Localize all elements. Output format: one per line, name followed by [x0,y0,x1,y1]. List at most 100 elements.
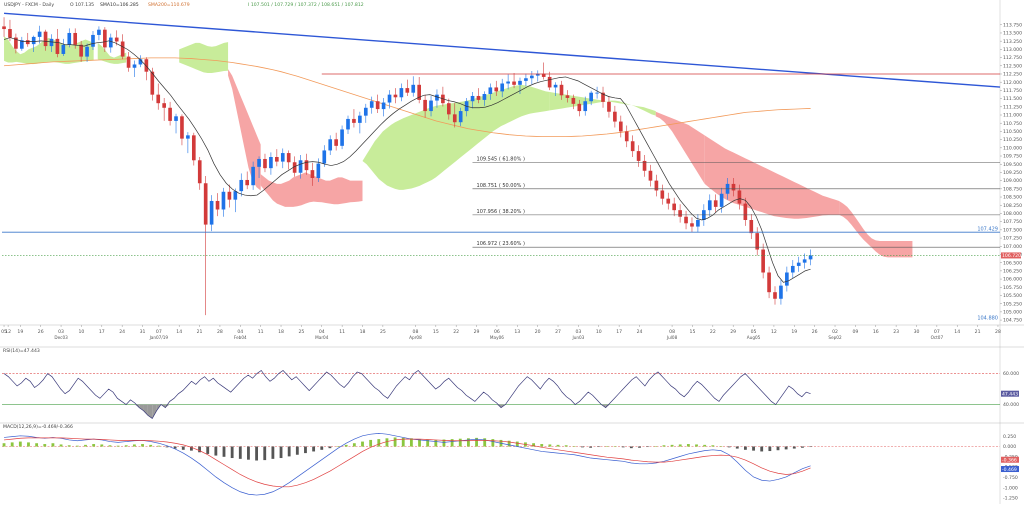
candle-bear [755,233,760,250]
macd-hist-bar-pos [124,445,128,447]
macd-hist-bar-neg [165,446,169,448]
x-tick-label: 12 [5,329,11,335]
macd-hist-bar-pos [556,444,560,447]
macd-hist-bar-pos [564,445,568,447]
candle-bull [518,80,522,85]
candle-bull [530,75,534,79]
price-y-tick-label: 108.000 [1003,211,1022,217]
macd-hist-bar-pos [67,445,71,447]
price-y-tick-label: 106.500 [1003,260,1022,266]
rsi-last-label: 47.443 [1002,391,1018,397]
candle-bear [227,191,232,200]
candle-bear [352,118,356,123]
macd-hist-bar-neg [638,446,641,448]
candle-bear [168,107,172,121]
candle-bull [470,95,475,102]
candle-bull [108,37,113,48]
x-tick-label: 10 [596,329,602,335]
candle-bear [25,40,30,45]
candle-bear [275,157,279,162]
candle-bear [767,272,771,293]
price-y-tick-label: 111.000 [1003,113,1022,119]
macd-hist-bar-pos [385,438,389,447]
candle-bear [660,190,665,199]
x-tick-label: 25 [380,329,386,335]
price-y-tick-label: 105.000 [1003,309,1022,315]
candle-bear [737,190,742,204]
candle-bear [334,139,338,146]
macd-signal-line [4,437,811,488]
macd-hist-bar-neg [190,446,193,451]
ichimoku-cloud-bear [228,69,261,191]
macd-hist-bar-pos [59,444,63,447]
macd-last-tag [1001,456,1019,463]
x-tick-month-label: Jan07/19 [149,335,169,340]
low-label: 104.880 [977,315,998,321]
macd-hist-bar-neg [621,446,625,448]
x-tick-label: 06 [494,329,500,335]
candle-bear [286,153,291,163]
candle-bull [808,255,813,260]
candle-bear [672,203,677,211]
price-y-tick-label: 109.500 [1003,162,1022,168]
x-tick-label: 26 [812,329,818,335]
candle-bear [476,95,481,100]
candle-bull [346,118,350,130]
support-label: 107.429 [977,227,998,233]
price-y-tick-label: 112.750 [1003,55,1022,61]
last-price-tag [1001,252,1021,259]
candle-bear [743,203,748,220]
macd-hist-bar-neg [768,446,772,452]
candle-bull [298,160,303,173]
candle-bull [435,94,439,101]
macd-hist-bar-neg [752,446,755,451]
candle-bull [583,101,588,112]
candle-bear [191,135,196,161]
candle-bull [458,111,463,123]
price-y-tick-label: 110.500 [1003,129,1022,135]
price-y-tick-label: 113.500 [1003,31,1022,37]
macd-hist-bar-neg [312,446,316,452]
macd-hist-bar-pos [491,439,495,447]
candle-bear [761,249,765,273]
macd-hist-bar-pos [75,445,79,447]
price-y-tick-label: 109.000 [1003,178,1022,184]
macd-last-tag [1001,466,1019,473]
candle-bear [120,41,125,57]
candle-bear [636,151,641,161]
candle-bear [103,29,107,48]
x-tick-label: 11 [339,329,345,335]
macd-panel: MACD(12,26,9)=-0.469/-0.366 0.250 0.000 -0.… [0,422,1024,502]
candle-bull [322,150,327,164]
candle-bull [553,84,558,88]
macd-hist-bar-pos [467,438,470,447]
macd-hist-bar-pos [678,444,682,447]
candle-bear [559,84,564,96]
candle-bear [654,180,659,191]
price-y-tick-label: 111.750 [1003,88,1022,94]
price-y-tick-label: 107.000 [1003,244,1022,250]
x-tick-label: 18 [360,329,366,335]
price-y-tick-label: 111.500 [1003,96,1022,102]
candle-bear [648,170,653,181]
macd-hist-bar-pos [393,437,397,447]
macd-last-label: -0.469 [1002,467,1017,473]
price-y-tick-label: 113.000 [1003,47,1022,53]
rsi-oversold-fill [152,404,157,419]
price-y-tick-label: 112.250 [1003,72,1022,78]
sma10-line [3,37,811,283]
candle-bull [221,191,226,210]
macd-hist-bar-pos [515,441,519,447]
macd-hist-bar-pos [336,446,340,448]
macd-hist-bar-neg [222,446,226,457]
macd-hist-bar-neg [279,446,283,459]
candle-bear [607,101,611,112]
macd-hist-bar-pos [352,443,356,447]
candle-bull [506,81,510,84]
macd-hist-bar-neg [776,446,780,451]
macd-hist-bar-pos [100,444,104,447]
macd-hist-bar-neg [760,446,764,452]
last-price-label: 106.720 [1002,253,1021,259]
candle-bull [37,31,42,37]
